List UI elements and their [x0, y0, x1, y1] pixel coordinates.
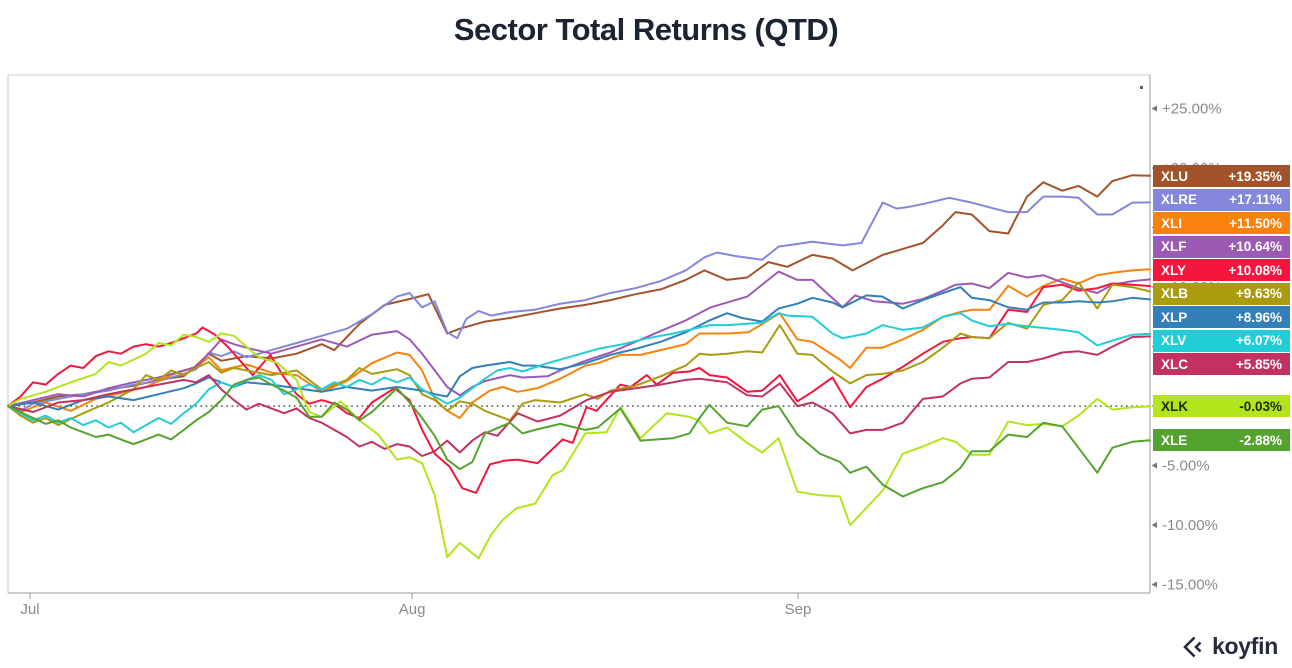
legend-return-value: +6.07%	[1235, 333, 1282, 348]
x-tick-label: Jul	[20, 601, 39, 618]
legend-ticker: XLK	[1161, 398, 1188, 414]
y-tick-label: +25.00%	[1162, 101, 1222, 118]
series-line-xli[interactable]	[7, 268, 1151, 419]
koyfin-logo-text: koyfin	[1212, 633, 1278, 659]
legend-return-value: -0.03%	[1239, 398, 1282, 414]
legend-return-value: +10.08%	[1228, 262, 1282, 278]
series-line-xly[interactable]	[7, 282, 1151, 494]
legend-ticker: XLU	[1161, 168, 1188, 184]
koyfin-logo-icon	[1181, 635, 1205, 659]
legend-item-xlk[interactable]: XLK -0.03%	[1153, 395, 1290, 418]
legend-ticker: XLC	[1161, 356, 1188, 372]
legend-item-xlp[interactable]: XLP +8.96%	[1153, 306, 1290, 328]
legend-ticker: XLE	[1161, 432, 1188, 448]
legend-ticker: XLF	[1161, 239, 1187, 254]
plot-border	[7, 74, 1151, 594]
legend-ticker: XLRE	[1161, 192, 1198, 207]
y-tick-marker	[1151, 581, 1157, 588]
series-line-xlb[interactable]	[7, 281, 1151, 427]
x-tick-label: Sep	[785, 601, 812, 618]
legend-ticker: XLY	[1161, 262, 1187, 278]
legend-return-value: +5.85%	[1235, 356, 1282, 372]
legend-item-xly[interactable]: XLY +10.08%	[1153, 259, 1290, 281]
y-tick-marker	[1151, 105, 1157, 112]
y-tick-marker	[1151, 462, 1157, 469]
series-line-xlf[interactable]	[7, 270, 1151, 408]
y-tick-label: -5.00%	[1162, 458, 1210, 475]
legend-ticker: XLB	[1161, 286, 1188, 301]
series-line-xlp[interactable]	[7, 286, 1151, 411]
legend-ticker: XLV	[1161, 333, 1187, 348]
legend-item-xlu[interactable]: XLU +19.35%	[1153, 165, 1290, 187]
legend-item-xlre[interactable]: XLRE +17.11%	[1153, 188, 1290, 211]
legend-return-value: +11.50%	[1229, 215, 1282, 231]
legend-ticker: XLP	[1161, 309, 1188, 325]
legend-item-xlf[interactable]: XLF +10.64%	[1153, 235, 1290, 258]
legend-return-value: +9.63%	[1235, 286, 1282, 301]
legend-item-xle[interactable]: XLE -2.88%	[1153, 429, 1290, 452]
legend-return-value: +19.35%	[1228, 168, 1282, 184]
series-line-xlk[interactable]	[7, 332, 1151, 560]
series-line-xlv[interactable]	[7, 312, 1151, 434]
y-tick-label: -15.00%	[1162, 577, 1218, 594]
crosshair-dot	[1140, 86, 1143, 89]
y-tick-label: -10.00%	[1162, 517, 1218, 534]
legend-item-xlc[interactable]: XLC +5.85%	[1153, 353, 1290, 375]
series-line-xle[interactable]	[7, 376, 1151, 498]
legend-return-value: +10.64%	[1228, 239, 1282, 254]
legend-item-xlb[interactable]: XLB +9.63%	[1153, 282, 1290, 305]
legend-return-value: +8.96%	[1235, 309, 1282, 325]
koyfin-watermark: koyfin	[1181, 633, 1278, 660]
legend-return-value: -2.88%	[1239, 432, 1282, 448]
legend-item-xlv[interactable]: XLV +6.07%	[1153, 329, 1290, 352]
page-title: Sector Total Returns (QTD)	[453, 12, 839, 47]
legend-item-xli[interactable]: XLI +11.50%	[1153, 212, 1290, 234]
x-tick-label: Aug	[399, 601, 426, 618]
legend-return-value: +17.11%	[1229, 192, 1282, 207]
y-tick-marker	[1151, 522, 1157, 529]
series-line-xlc[interactable]	[7, 335, 1151, 457]
legend-ticker: XLI	[1161, 215, 1183, 231]
